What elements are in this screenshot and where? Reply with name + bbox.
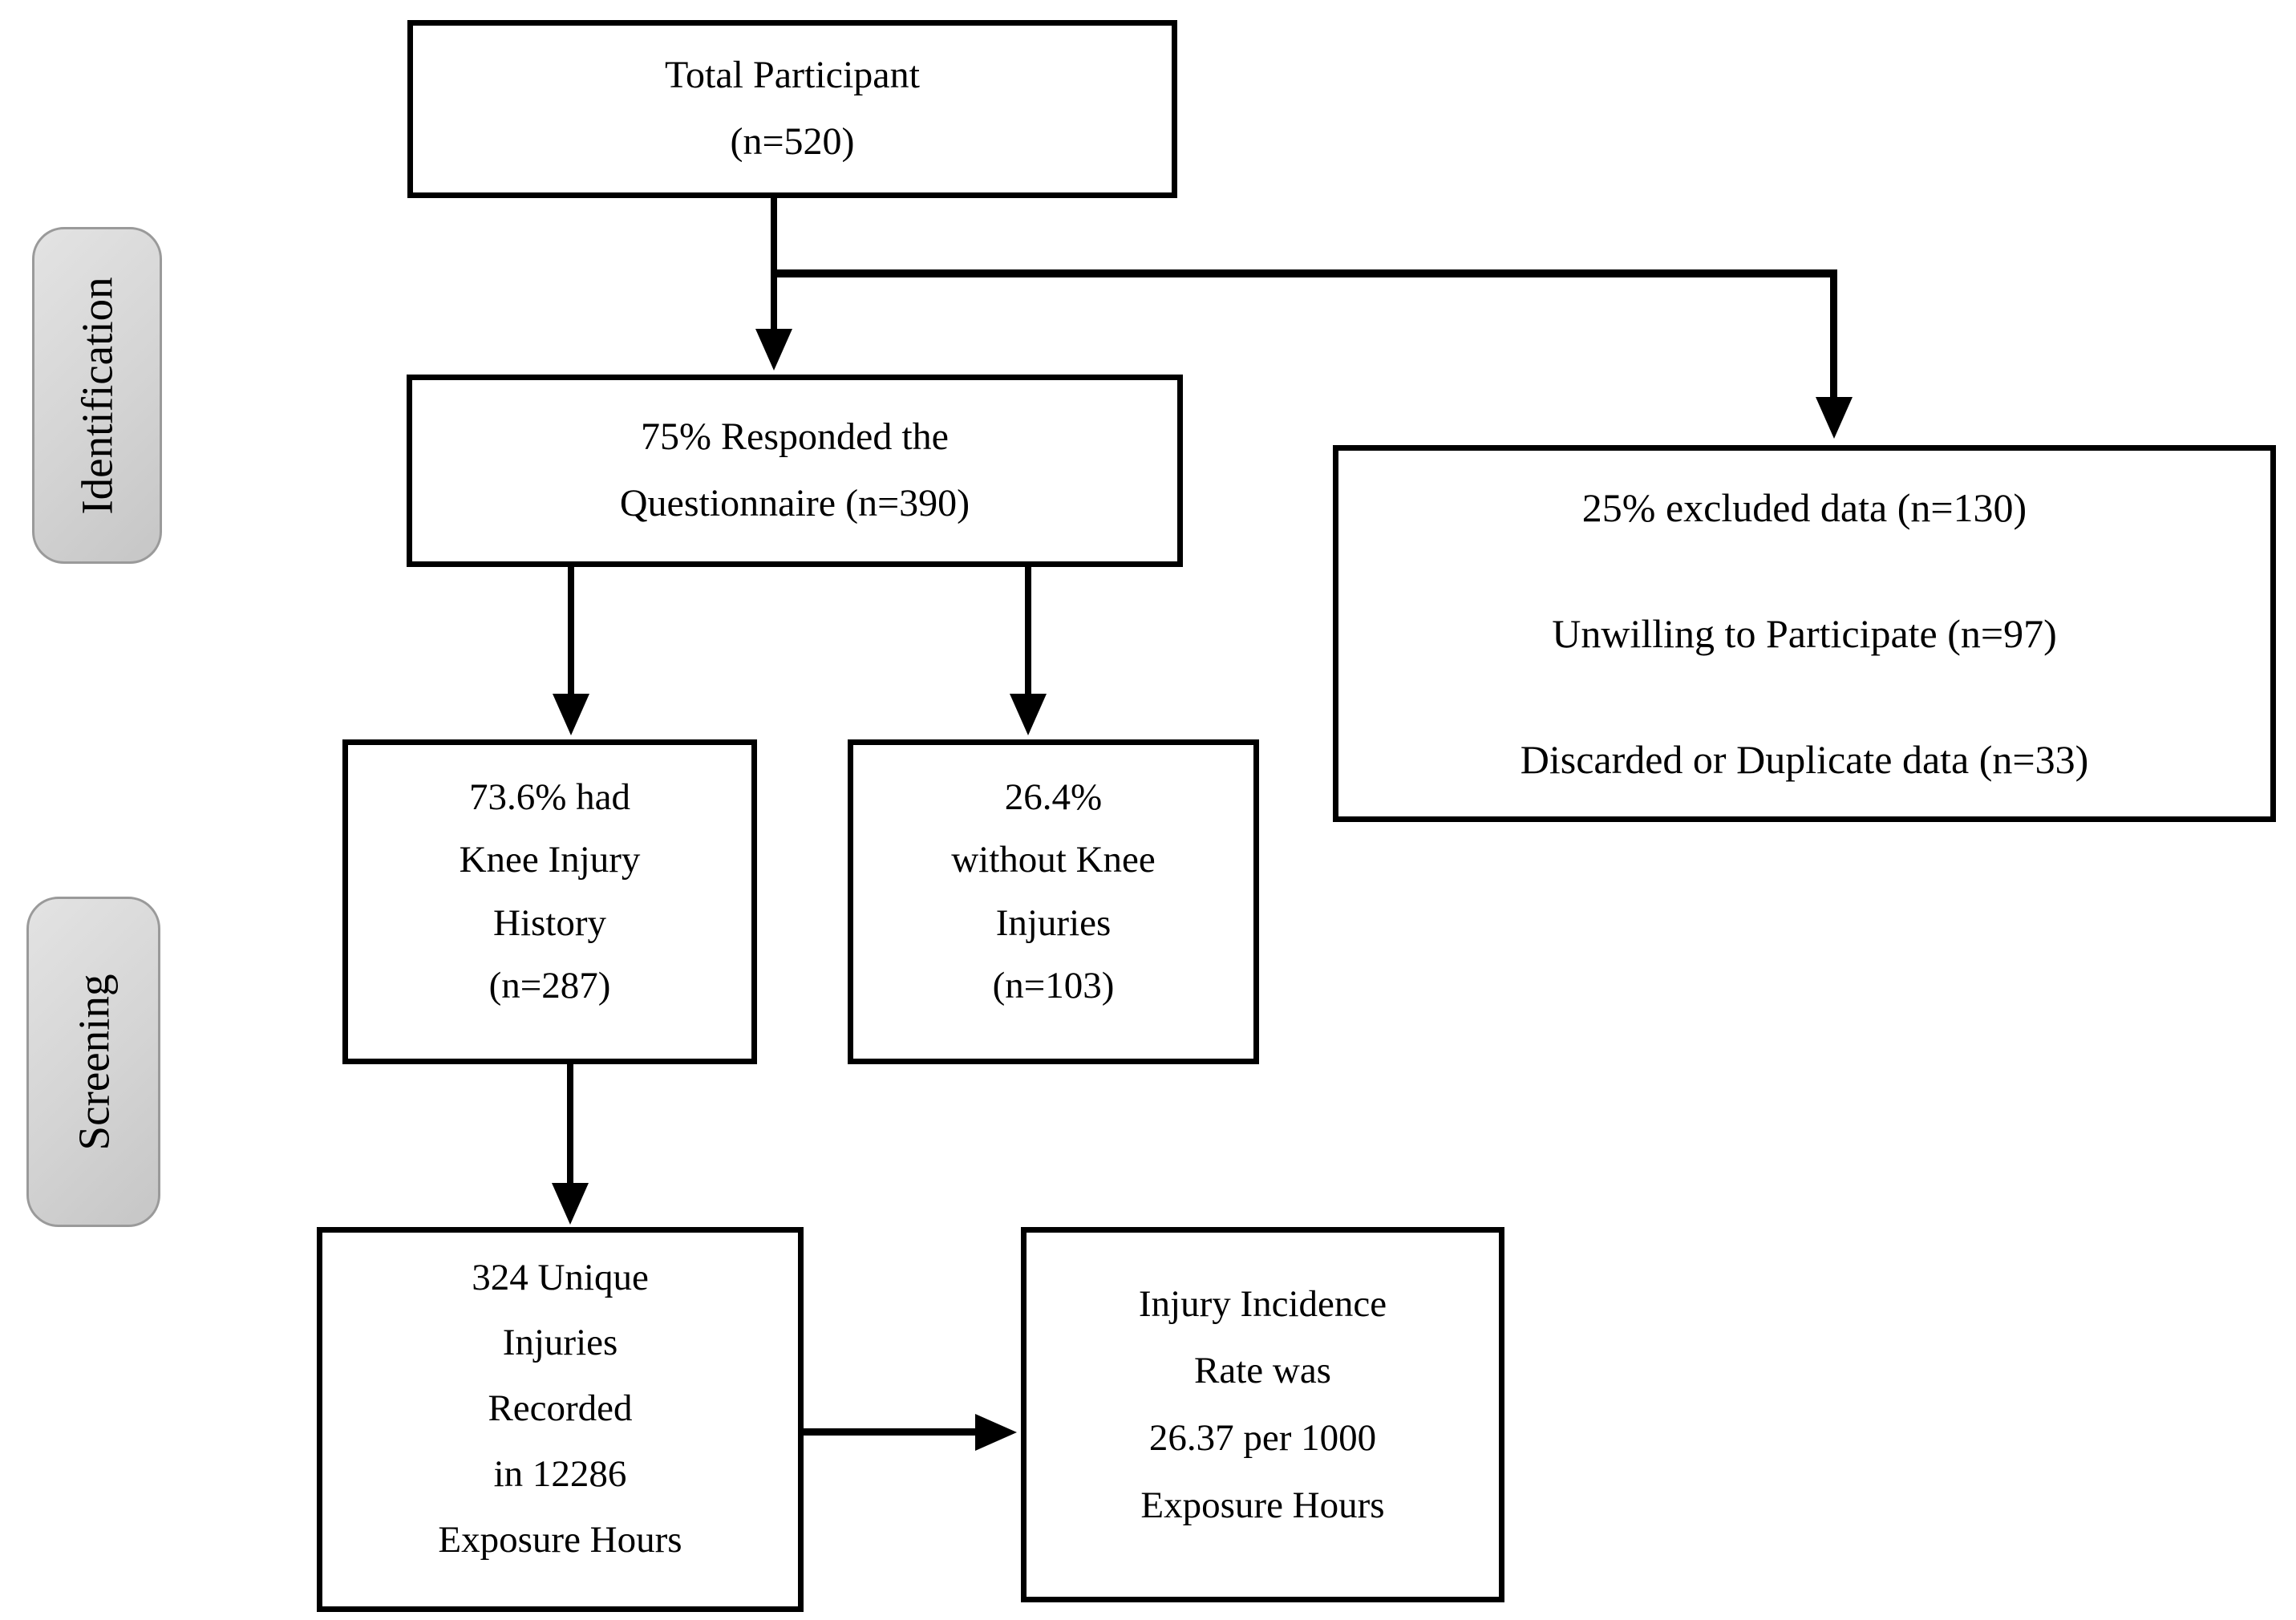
box-text-line: (n=287) [488,964,611,1006]
box-text-line: Total Participant [665,54,920,97]
connector-branch-to-excluded-vertical [1830,269,1837,399]
arrowhead-right-icon [975,1414,1017,1451]
connector-responded-to-no-knee [1025,567,1031,697]
box-responded-questionnaire: 75% Responded the Questionnaire (n=390) [407,375,1183,567]
box-knee-injury-history: 73.6% had Knee Injury History (n=287) [342,739,757,1064]
box-text-line: 73.6% had [468,776,630,819]
connector-total-to-responded [771,198,777,333]
arrowhead-down-icon [1010,694,1047,735]
box-text-line: Questionnaire (n=390) [619,482,970,524]
box-text-line: Rate was [1194,1350,1331,1392]
box-total-participants: Total Participant (n=520) [407,20,1177,198]
box-injury-incidence-rate: Injury Incidence Rate was 26.37 per 1000… [1021,1227,1504,1602]
connector-injuries-to-incidence [804,1428,977,1436]
box-text-line: 324 Unique [472,1256,649,1298]
box-text-line: Injuries [502,1322,618,1364]
arrowhead-down-icon [553,694,589,735]
box-without-knee-injuries: 26.4% without Knee Injuries (n=103) [848,739,1259,1064]
stage-label-screening: Screening [26,897,160,1227]
box-text-line: 26.4% [1004,776,1103,819]
box-text-line: without Knee [951,839,1156,881]
connector-branch-to-excluded-horizontal [771,269,1837,277]
arrowhead-down-icon [1816,397,1853,439]
box-text-line: Exposure Hours [1140,1484,1385,1526]
box-text-line: Injury Incidence [1138,1282,1387,1325]
arrowhead-down-icon [755,329,792,371]
box-text-line: Discarded or Duplicate data (n=33) [1520,736,2089,782]
stage-label-text: Screening [69,974,119,1150]
stage-label-identification: Identification [32,227,162,564]
box-text-line: Knee Injury [459,839,641,881]
stage-label-text: Identification [72,276,122,515]
connector-responded-to-knee-history [568,567,574,697]
box-text-line: in 12286 [493,1452,627,1495]
connector-knee-history-to-injuries [567,1064,573,1186]
box-text-line: 25% excluded data (n=130) [1581,484,2027,530]
box-text-line: (n=103) [992,964,1115,1006]
box-text-line: History [493,901,606,944]
box-excluded-data: 25% excluded data (n=130) Unwilling to P… [1333,445,2276,822]
box-text-line: Injuries [995,901,1112,944]
box-text-line: Unwilling to Participate (n=97) [1552,610,2057,656]
box-text-line: Exposure Hours [438,1518,682,1561]
box-unique-injuries-recorded: 324 Unique Injuries Recorded in 12286 Ex… [317,1227,804,1612]
box-text-line: Recorded [488,1387,633,1430]
box-text-line: (n=520) [730,120,855,163]
box-text-line: 75% Responded the [641,415,949,459]
arrowhead-down-icon [552,1183,589,1225]
box-text-line: 26.37 per 1000 [1148,1417,1377,1459]
